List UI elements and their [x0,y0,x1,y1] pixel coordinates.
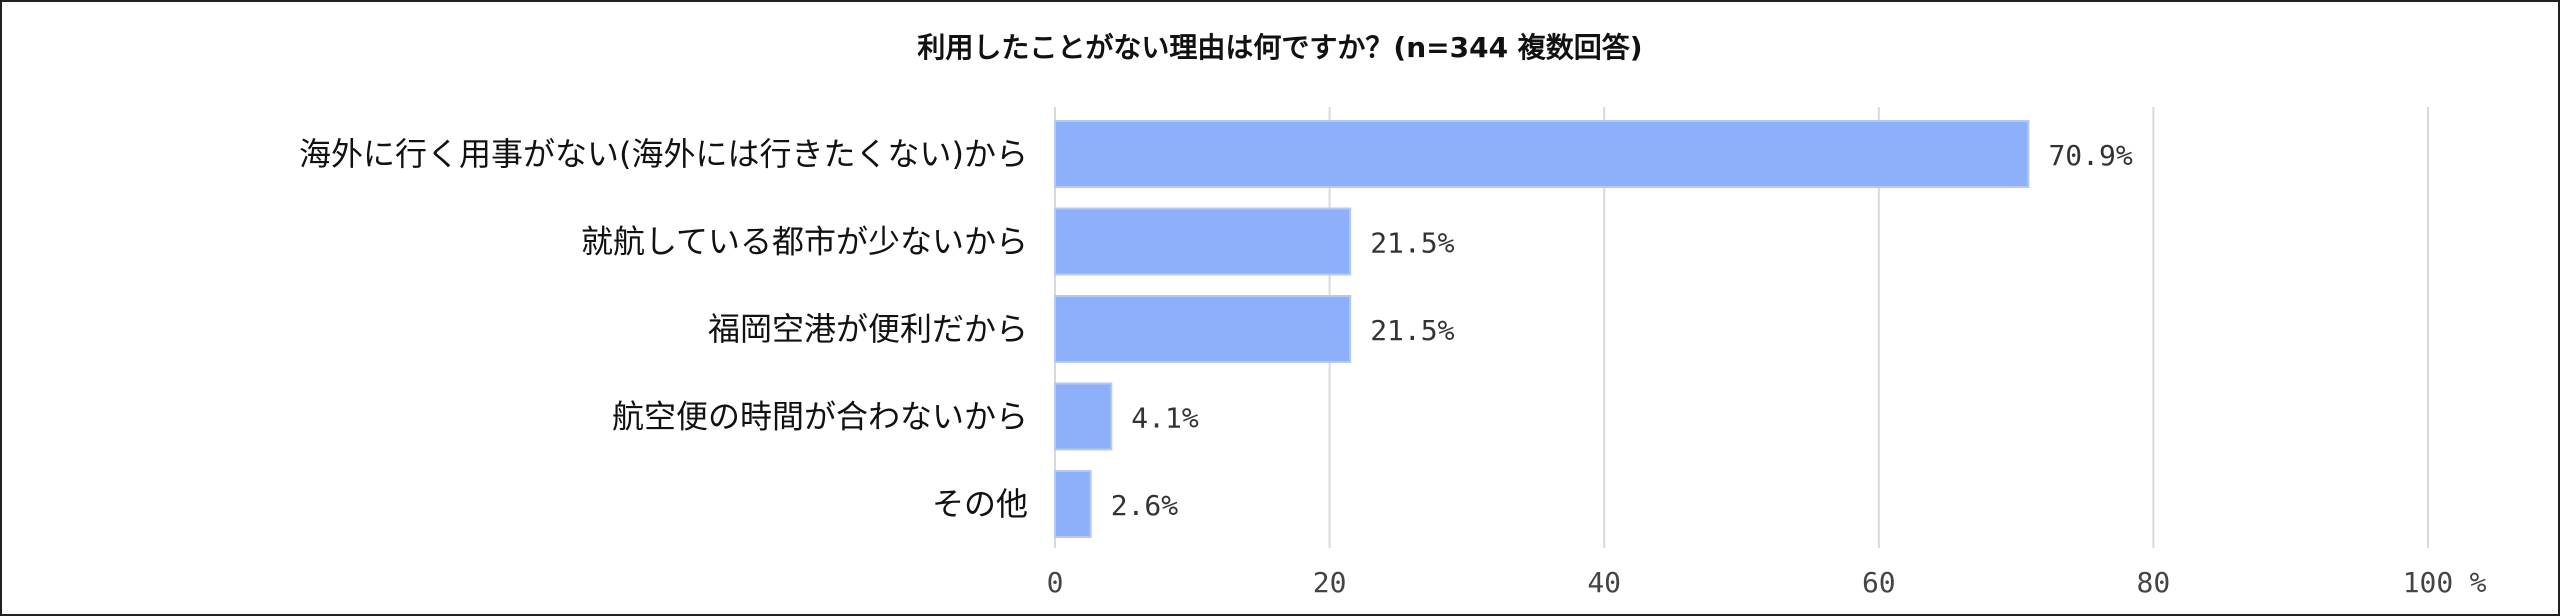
value-label: 70.9% [2048,139,2132,172]
x-tick-label: 40 [1587,566,1621,599]
x-tick-label: 80 [2137,566,2171,599]
x-unit-label: % [2470,566,2487,599]
x-tick-label: 100 [2403,566,2454,599]
category-label: 航空便の時間が合わないから [612,398,1028,436]
bar [1054,382,1113,451]
x-tick-label: 20 [1313,566,1347,599]
value-label: 2.6% [1111,489,1179,522]
bar [1054,120,2030,188]
chart-title: 利用したことがない理由は何ですか？(n=344 複数回答) [917,31,1643,64]
category-label: 海外に行く用事がない(海外には行きたくない)から [299,135,1028,173]
value-label: 21.5% [1370,314,1454,347]
category-label: 福岡空港が便利だから [708,310,1028,348]
bar [1054,295,1352,363]
category-label: その他 [932,485,1028,523]
x-tick-label: 0 [1047,566,1064,599]
bar [1054,207,1352,276]
x-tick-label: 60 [1862,566,1896,599]
value-label: 4.1% [1131,402,1199,435]
value-label: 21.5% [1370,227,1454,260]
bar [1054,470,1092,538]
category-label: 就航している都市が少ないから [581,223,1028,261]
